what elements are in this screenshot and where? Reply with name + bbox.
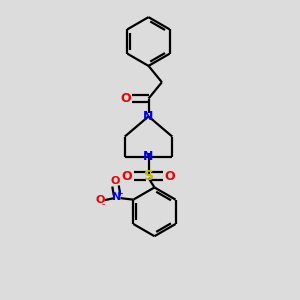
Text: +: + — [116, 189, 123, 198]
Text: O: O — [111, 176, 120, 186]
Text: O: O — [165, 170, 175, 183]
Text: -: - — [102, 200, 105, 209]
Text: N: N — [143, 150, 154, 163]
Text: O: O — [122, 170, 132, 183]
Text: S: S — [143, 169, 154, 183]
Text: N: N — [143, 110, 154, 123]
Text: O: O — [120, 92, 131, 105]
Text: O: O — [95, 195, 104, 205]
Text: N: N — [112, 192, 122, 202]
